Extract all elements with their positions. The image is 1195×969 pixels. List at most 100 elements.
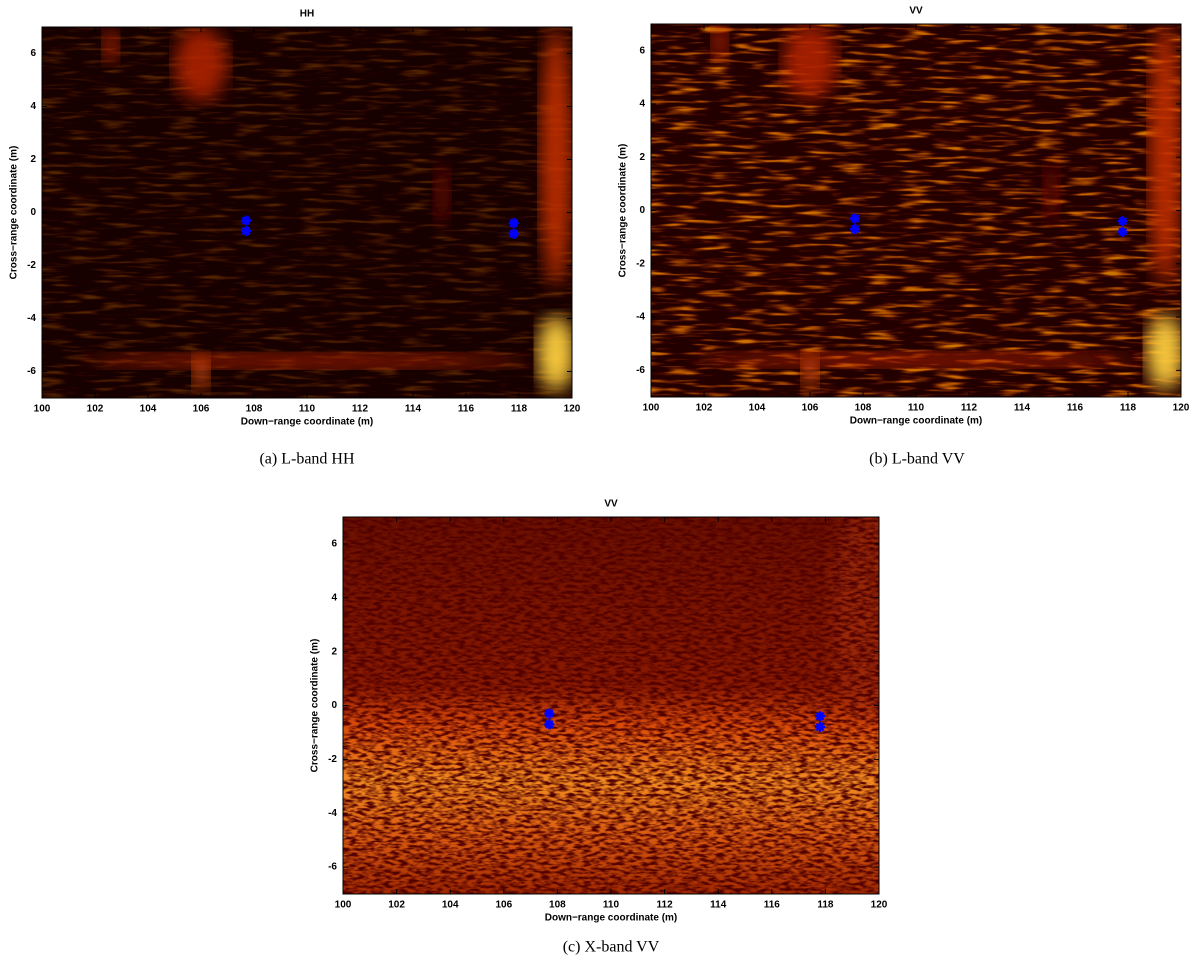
x-tick-label: 104 [140, 404, 157, 415]
image-glow [84, 353, 530, 369]
x-tick-label: 100 [34, 404, 51, 415]
y-tick-label: 0 [331, 700, 337, 711]
y-axis-label: Cross−range coordinate (m) [310, 639, 321, 773]
x-tick-label: 120 [1173, 403, 1190, 414]
image-glow [711, 24, 728, 62]
x-tick-label: 100 [643, 403, 660, 414]
image-glow [1043, 162, 1060, 222]
y-tick-label: 4 [331, 592, 337, 603]
y-tick-label: 2 [30, 154, 36, 165]
image-noise [651, 24, 1181, 397]
panel: 100 102 104 106 108 110 112 114 116 118 120 -6 -4 -2 0… [310, 499, 888, 956]
x-tick-label: 106 [193, 404, 210, 415]
marker [815, 722, 826, 733]
x-tick-label: 112 [961, 403, 978, 414]
x-tick-label: 120 [871, 900, 888, 911]
x-axis-label: Down−range coordinate (m) [545, 913, 678, 924]
image-glow [802, 352, 818, 390]
image-glow [540, 27, 572, 287]
x-tick-label: 118 [1120, 403, 1137, 414]
image-glow [1146, 314, 1181, 390]
x-tick-label: 114 [710, 900, 727, 911]
image-glow [1149, 24, 1181, 286]
image-glow [102, 27, 119, 65]
x-tick-label: 102 [388, 900, 405, 911]
caption: (c) X-band VV [563, 939, 660, 956]
marker [544, 719, 555, 730]
image-noise [42, 27, 572, 398]
x-tick-label: 114 [1014, 403, 1031, 414]
chart-title: VV [909, 6, 923, 17]
caption: (b) L-band VV [869, 451, 965, 468]
x-tick-label: 100 [335, 900, 352, 911]
chart-title: HH [300, 9, 314, 20]
x-tick-label: 110 [603, 900, 620, 911]
panel: 100 102 104 106 108 110 112 114 116 118 120 -6 -4 -2 0… [618, 6, 1190, 468]
y-tick-label: -6 [636, 365, 645, 376]
x-tick-label: 104 [442, 900, 459, 911]
y-tick-label: 6 [30, 48, 36, 59]
y-tick-label: -4 [328, 808, 337, 819]
y-tick-label: 4 [30, 101, 36, 112]
x-tick-label: 118 [511, 404, 528, 415]
x-tick-label: 112 [657, 900, 674, 911]
y-tick-label: 2 [331, 646, 337, 657]
marker [815, 711, 826, 722]
x-tick-label: 116 [764, 900, 781, 911]
caption: (a) L-band HH [259, 451, 355, 468]
x-axis-label: Down−range coordinate (m) [241, 417, 374, 428]
x-tick-label: 118 [817, 900, 834, 911]
x-tick-label: 108 [246, 404, 263, 415]
sar-image [343, 517, 879, 894]
image-glow [537, 316, 572, 391]
marker [1117, 216, 1128, 227]
y-tick-label: -2 [27, 260, 36, 271]
sar-image [651, 24, 1181, 397]
image-glow [193, 353, 209, 391]
chart-title: VV [604, 499, 618, 510]
x-tick-label: 106 [495, 900, 512, 911]
x-tick-label: 112 [352, 404, 369, 415]
x-tick-label: 104 [749, 403, 766, 414]
y-tick-label: -4 [636, 312, 645, 323]
x-tick-label: 108 [549, 900, 566, 911]
marker [241, 226, 252, 237]
x-tick-label: 108 [855, 403, 872, 414]
image-noise [343, 517, 879, 894]
y-tick-label: 6 [331, 539, 337, 550]
x-tick-label: 106 [802, 403, 819, 414]
x-tick-label: 116 [1067, 403, 1084, 414]
x-axis-label: Down−range coordinate (m) [850, 416, 983, 427]
y-tick-label: -6 [27, 366, 36, 377]
x-tick-label: 110 [299, 404, 316, 415]
marker [508, 218, 519, 229]
sar-image [42, 27, 572, 398]
marker [544, 708, 555, 719]
marker [241, 215, 252, 226]
y-tick-label: -6 [328, 862, 337, 873]
y-tick-label: -2 [636, 258, 645, 269]
image-glow [434, 164, 451, 224]
y-tick-label: 0 [30, 207, 36, 218]
image-glow [783, 24, 837, 99]
x-tick-label: 102 [87, 404, 104, 415]
x-tick-label: 116 [458, 404, 475, 415]
y-axis-label: Cross−range coordinate (m) [618, 144, 629, 278]
image-glow [174, 27, 228, 102]
y-tick-label: 6 [639, 45, 645, 56]
marker [508, 228, 519, 239]
y-tick-label: 2 [639, 152, 645, 163]
y-tick-label: -2 [328, 754, 337, 765]
panel: 100 102 104 106 108 110 112 114 116 118 120 -6 -4 -2 0… [9, 9, 581, 468]
x-tick-label: 102 [696, 403, 713, 414]
x-tick-label: 110 [908, 403, 925, 414]
marker [1117, 226, 1128, 237]
y-tick-label: -4 [27, 313, 36, 324]
y-tick-label: 0 [639, 205, 645, 216]
image-glow [693, 352, 1139, 368]
y-axis-label: Cross−range coordinate (m) [9, 146, 20, 280]
marker [850, 224, 861, 235]
y-tick-label: 4 [639, 99, 645, 110]
marker [850, 213, 861, 224]
